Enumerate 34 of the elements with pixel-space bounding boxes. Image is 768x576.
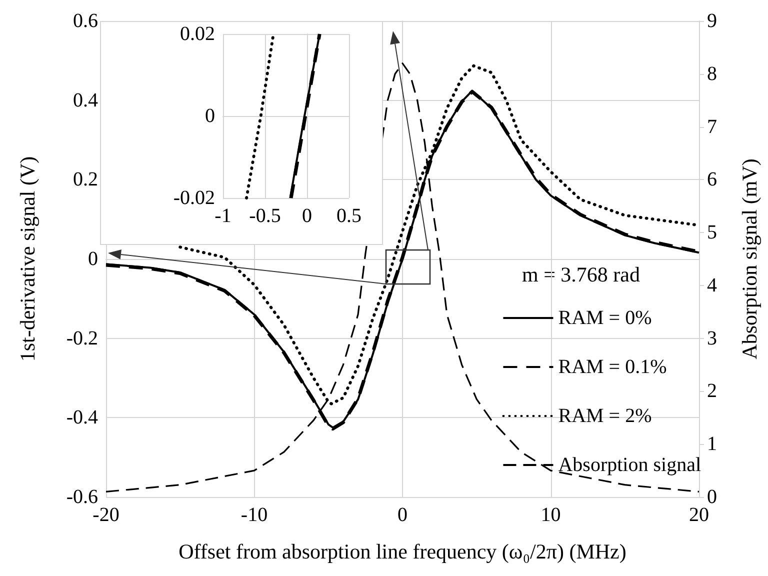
x-axis-title: Offset from absorption line frequency (ω₀/2π) (MHz): [178, 540, 626, 564]
legend-label: RAM = 0.1%: [558, 356, 667, 378]
y-tick-label: -0.4: [66, 406, 98, 429]
y-tick-label: 0.02: [180, 23, 215, 45]
y2-tick-label: 8: [707, 62, 717, 85]
y-tick-label: 0: [205, 105, 215, 127]
y-tick-label: -0.02: [173, 187, 215, 209]
y2-tick-label: 9: [707, 10, 717, 32]
legend-label: RAM = 2%: [558, 405, 652, 427]
y-tick-label: 0.4: [73, 89, 98, 112]
y2-tick-label: 1: [707, 433, 717, 456]
y2-tick-label: 2: [707, 380, 717, 402]
y2-tick-label: 5: [707, 222, 717, 244]
y-tick-label: 0.6: [73, 10, 98, 32]
y2-tick-label: 0: [707, 486, 717, 508]
legend-label: Absorption signal: [558, 454, 702, 476]
x-tick-label: 20: [689, 504, 709, 526]
x-tick-label: 0: [302, 205, 312, 227]
y-tick-label: -0.2: [66, 327, 98, 350]
y2-tick-label: 6: [707, 168, 717, 191]
y2-axis-title: Absorption signal (mV): [738, 158, 762, 360]
y-tick-label: 0.2: [73, 168, 98, 191]
x-tick-label: -0.5: [249, 205, 281, 227]
legend-label: RAM = 0%: [558, 307, 652, 329]
x-tick-label: -10: [240, 504, 268, 526]
x-tick-label: 10: [540, 504, 561, 526]
x-tick-label: -1: [214, 205, 232, 227]
y2-tick-label: 3: [707, 327, 717, 350]
x-tick-label: 0: [398, 504, 408, 526]
y2-tick-label: 4: [707, 274, 717, 296]
y-axis-title: 1st-derivative signal (V): [16, 156, 40, 362]
y2-tick-label: 7: [707, 116, 717, 138]
y-tick-label: 0: [88, 248, 98, 270]
x-tick-label: 0.5: [336, 205, 362, 227]
